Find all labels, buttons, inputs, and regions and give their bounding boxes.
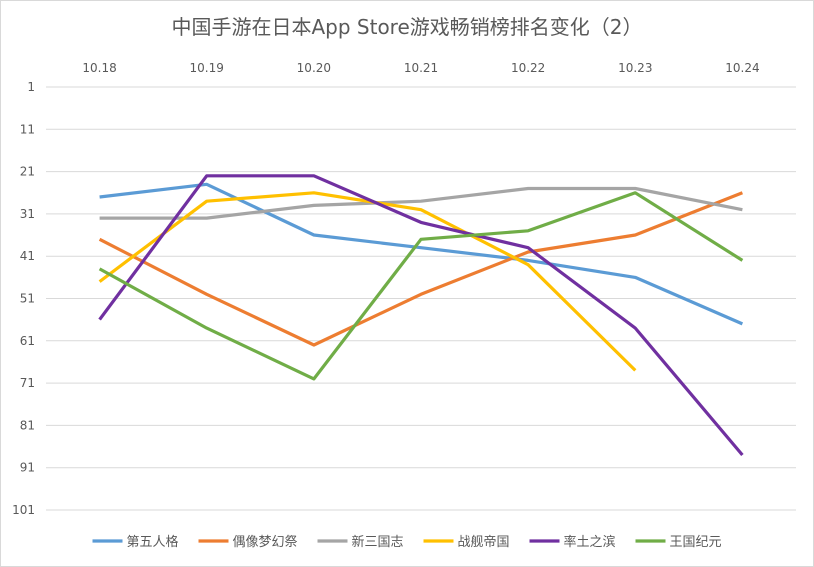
legend-label: 王国纪元	[670, 535, 722, 550]
series-line-0	[99, 182, 744, 326]
y-tick-label: 71	[20, 376, 35, 390]
legend-label: 战舰帝国	[458, 534, 510, 550]
y-tick-label: 91	[20, 461, 35, 475]
y-tick-label: 81	[20, 418, 35, 432]
x-tick-label: 10.18	[82, 61, 116, 75]
series-line-2	[99, 186, 743, 220]
legend-item: 王国纪元	[635, 535, 722, 550]
x-tick-label: 10.20	[297, 61, 331, 75]
chart-title: 中国手游在日本App Store游戏畅销榜排名变化（2）	[171, 15, 642, 39]
y-tick-label: 11	[20, 122, 35, 136]
y-tick-label: 31	[20, 207, 35, 221]
legend-label: 第五人格	[127, 534, 179, 550]
x-tick-label: 10.24	[725, 61, 759, 75]
x-tick-label: 10.22	[511, 61, 545, 75]
y-tick-label: 21	[20, 165, 35, 179]
legend-item: 第五人格	[92, 534, 179, 550]
legend-item: 新三国志	[317, 534, 404, 550]
y-tick-label: 41	[20, 249, 35, 263]
y-tick-label: 61	[20, 334, 35, 348]
series-line-4	[98, 174, 744, 457]
x-tick-label: 10.23	[618, 61, 652, 75]
legend-item: 偶像梦幻祭	[198, 535, 298, 550]
series-line-5	[98, 191, 744, 381]
y-tick-label: 101	[12, 503, 35, 517]
legend-item: 战舰帝国	[423, 534, 510, 550]
legend-label: 偶像梦幻祭	[233, 535, 298, 550]
series-line-3	[98, 191, 637, 372]
series-line-1	[98, 191, 743, 347]
legend-item: 率土之滨	[529, 534, 616, 550]
x-tick-label: 10.21	[404, 61, 438, 75]
legend-label: 新三国志	[352, 534, 404, 550]
y-tick-label: 1	[27, 80, 35, 94]
x-tick-label: 10.19	[190, 61, 224, 75]
y-tick-label: 51	[20, 292, 35, 306]
legend-label: 率土之滨	[564, 534, 616, 550]
